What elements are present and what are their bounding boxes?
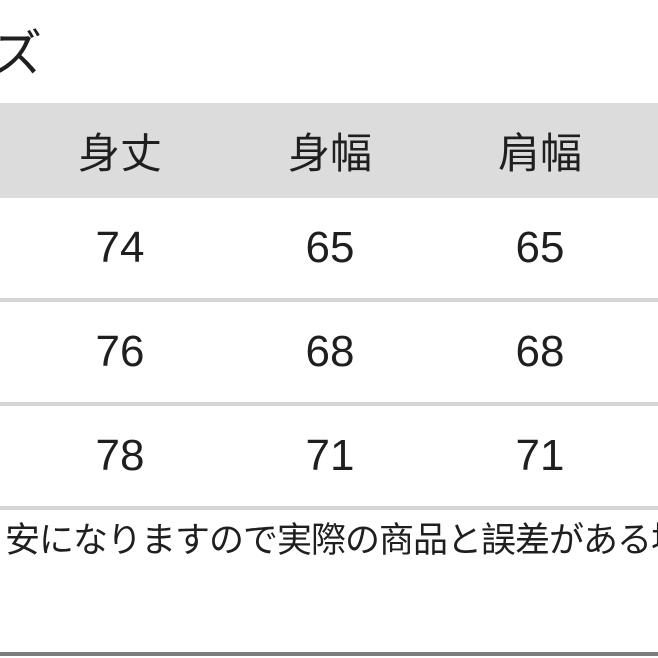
header-cell-body-length: 身丈	[77, 130, 162, 177]
size-note-text: 安になりますので実際の商品と誤差がある場	[5, 521, 658, 560]
bottom-bar	[0, 652, 658, 656]
section-title-partial: ズ	[0, 26, 44, 82]
size-table-header-row: 身丈 身幅 肩幅	[0, 103, 658, 198]
cell-shoulder-width: 71	[515, 431, 565, 480]
cell-body-length: 76	[95, 327, 145, 376]
table-row: 76 68 68	[0, 302, 658, 406]
size-table: 身丈 身幅 肩幅 74 65 65 76 68 68 78 71 71	[0, 103, 658, 510]
cell-shoulder-width: 65	[515, 223, 565, 272]
table-row: 74 65 65	[0, 198, 658, 302]
table-row: 78 71 71	[0, 406, 658, 510]
header-cell-shoulder-width: 肩幅	[497, 130, 582, 177]
cell-body-width: 71	[305, 431, 355, 480]
cell-body-width: 65	[305, 223, 355, 272]
cell-body-width: 68	[305, 327, 355, 376]
cell-shoulder-width: 68	[515, 327, 565, 376]
cell-body-length: 74	[95, 223, 145, 272]
header-cell-body-width: 身幅	[287, 130, 372, 177]
cell-body-length: 78	[95, 431, 145, 480]
